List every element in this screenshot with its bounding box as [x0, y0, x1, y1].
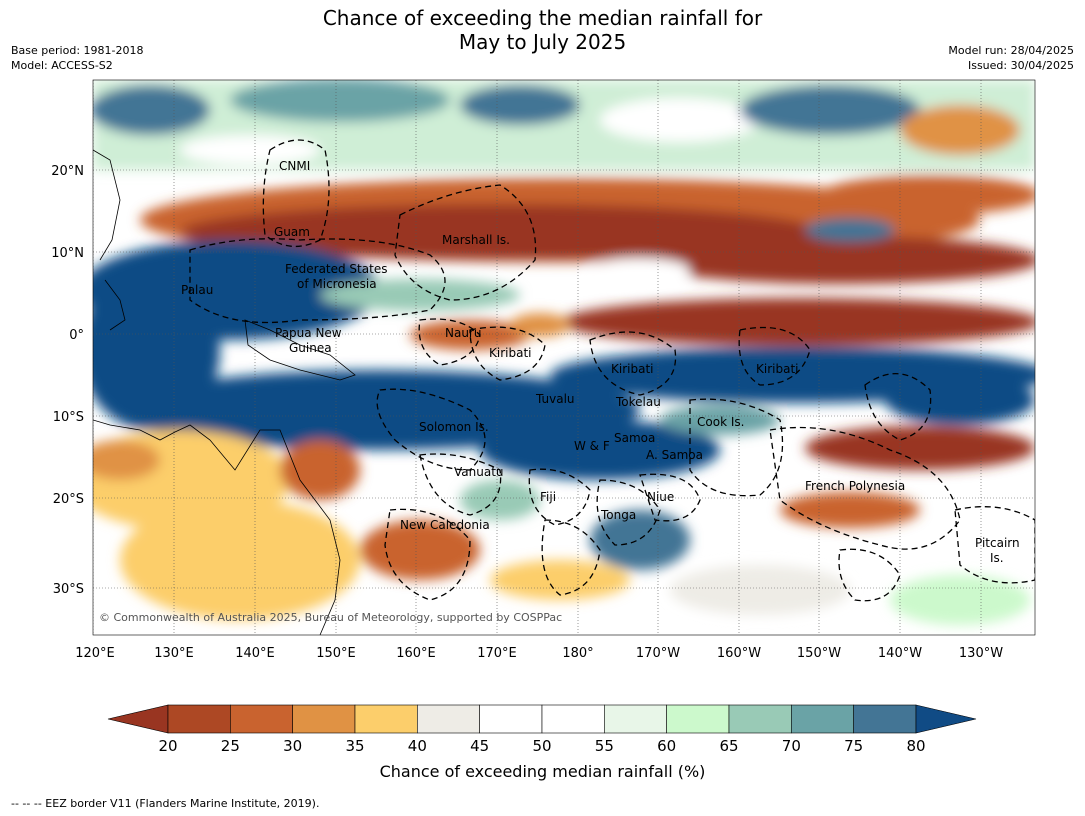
base-period: Base period: 1981-2018	[11, 44, 144, 57]
colorbar-tick: 70	[781, 737, 801, 755]
colorbar-bin	[292, 704, 356, 734]
issued-date: Issued: 30/04/2025	[967, 59, 1074, 72]
place-labels: CNMI Guam Marshall Is. Federated States …	[181, 159, 1020, 565]
lon-label-140e: 140°E	[235, 646, 275, 661]
label-marshall-is: Marshall Is.	[442, 233, 510, 247]
colorbar-bin	[604, 704, 667, 734]
meta-right: Model run: 28/04/2025 Issued: 30/04/2025	[948, 43, 1074, 73]
lon-label-170e: 170°E	[477, 646, 517, 661]
colorbar-tick: 40	[407, 737, 427, 755]
colorbar-tick: 50	[532, 737, 552, 755]
label-vanuatu: Vanuatu	[454, 465, 504, 479]
model-name: Model: ACCESS-S2	[11, 59, 113, 72]
label-samoa: Samoa	[614, 431, 655, 445]
label-french-polynesia: French Polynesia	[805, 479, 905, 493]
colorbar-over-arrow	[915, 704, 977, 734]
label-new-caledonia: New Caledonia	[400, 518, 490, 532]
label-fiji: Fiji	[540, 490, 556, 504]
colorbar-under-arrow	[107, 704, 169, 734]
colorbar-tick: 75	[844, 737, 864, 755]
colorbar-bins	[167, 704, 917, 734]
colorbar-tick: 30	[283, 737, 303, 755]
label-png-line-2: Guinea	[289, 341, 332, 355]
colorbar-tick: 65	[719, 737, 739, 755]
model-run: Model run: 28/04/2025	[948, 44, 1074, 57]
lon-label-150w: 150°W	[797, 646, 841, 661]
label-tuvalu: Tuvalu	[535, 392, 575, 406]
copyright-notice: © Commonwealth of Australia 2025, Bureau…	[99, 611, 562, 624]
map-frame	[92, 79, 1036, 636]
label-cnmi: CNMI	[279, 159, 310, 173]
label-tokelau: Tokelau	[615, 395, 661, 409]
lon-label-120e: 120°E	[75, 646, 115, 661]
label-pitcairn-line-2: Is.	[990, 551, 1004, 565]
map-title: Chance of exceeding the median rainfall …	[0, 6, 1085, 54]
colorbar-bin	[791, 704, 854, 734]
lon-label-170w: 170°W	[636, 646, 680, 661]
eez-legend-note: -- -- -- EEZ border V11 (Flanders Marine…	[11, 797, 320, 810]
label-pitcairn-line-1: Pitcairn	[975, 536, 1020, 550]
latitude-labels: 20°N 10°N 0° 10°S 20°S 30°S	[51, 164, 84, 597]
lon-label-130e: 130°E	[154, 646, 194, 661]
lat-label-10n: 10°N	[51, 246, 84, 261]
colorbar-tick: 35	[345, 737, 365, 755]
colorbar-bin	[728, 704, 792, 734]
colorbar-tick: 60	[657, 737, 677, 755]
coastlines	[93, 149, 356, 635]
label-kiribati-east: Kiribati	[756, 362, 798, 376]
lon-label-180: 180°	[562, 646, 593, 661]
lat-label-30s: 30°S	[53, 582, 84, 597]
label-american-samoa: A. Samoa	[646, 448, 703, 462]
lon-label-140w: 140°W	[878, 646, 922, 661]
colorbar-label: Chance of exceeding median rainfall (%)	[379, 762, 706, 781]
colorbar-bin	[354, 704, 418, 734]
lat-label-0: 0°	[69, 328, 84, 343]
colorbar	[107, 704, 977, 734]
label-solomon-is: Solomon Is.	[419, 420, 489, 434]
colorbar-tick: 45	[470, 737, 490, 755]
colorbar-bin	[230, 704, 293, 734]
label-nauru: Nauru	[445, 326, 481, 340]
label-png-line-1: Papua New	[275, 326, 342, 340]
label-kiribati-central: Kiribati	[611, 362, 653, 376]
lat-label-20s: 20°S	[53, 492, 84, 507]
rainfall-field: CNMI Guam Marshall Is. Federated States …	[93, 80, 1035, 635]
colorbar-tick: 20	[158, 737, 178, 755]
eez-borders	[189, 139, 1035, 602]
colorbar-bin	[167, 704, 231, 734]
colorbar-tick: 55	[594, 737, 614, 755]
lon-label-130w: 130°W	[959, 646, 1003, 661]
colorbar-bin	[417, 704, 480, 734]
label-palau: Palau	[181, 283, 213, 297]
label-tonga: Tonga	[600, 508, 636, 522]
colorbar-bin	[541, 704, 605, 734]
label-fsm-line-2: of Micronesia	[297, 277, 377, 291]
lon-label-150e: 150°E	[316, 646, 356, 661]
label-wallis-futuna: W & F	[574, 439, 610, 453]
colorbar-bin	[479, 704, 543, 734]
label-guam: Guam	[274, 225, 310, 239]
label-cook-is: Cook Is.	[697, 415, 744, 429]
label-niue: Niue	[647, 490, 674, 504]
colorbar-tick: 25	[220, 737, 240, 755]
label-fsm-line-1: Federated States	[285, 262, 387, 276]
lon-label-160e: 160°E	[396, 646, 436, 661]
lat-label-20n: 20°N	[51, 164, 84, 179]
probability-contours	[93, 80, 1035, 625]
lat-label-10s: 10°S	[53, 410, 84, 425]
meta-left: Base period: 1981-2018 Model: ACCESS-S2	[11, 43, 143, 73]
title-line-2: May to July 2025	[458, 30, 627, 54]
colorbar-bin	[853, 704, 917, 734]
longitude-labels: 120°E 130°E 140°E 150°E 160°E 170°E 180°…	[75, 646, 1003, 661]
label-kiribati-west: Kiribati	[489, 346, 531, 360]
lon-label-160w: 160°W	[717, 646, 761, 661]
colorbar-bin	[666, 704, 730, 734]
colorbar-tick: 80	[906, 737, 926, 755]
title-line-1: Chance of exceeding the median rainfall …	[322, 6, 763, 30]
